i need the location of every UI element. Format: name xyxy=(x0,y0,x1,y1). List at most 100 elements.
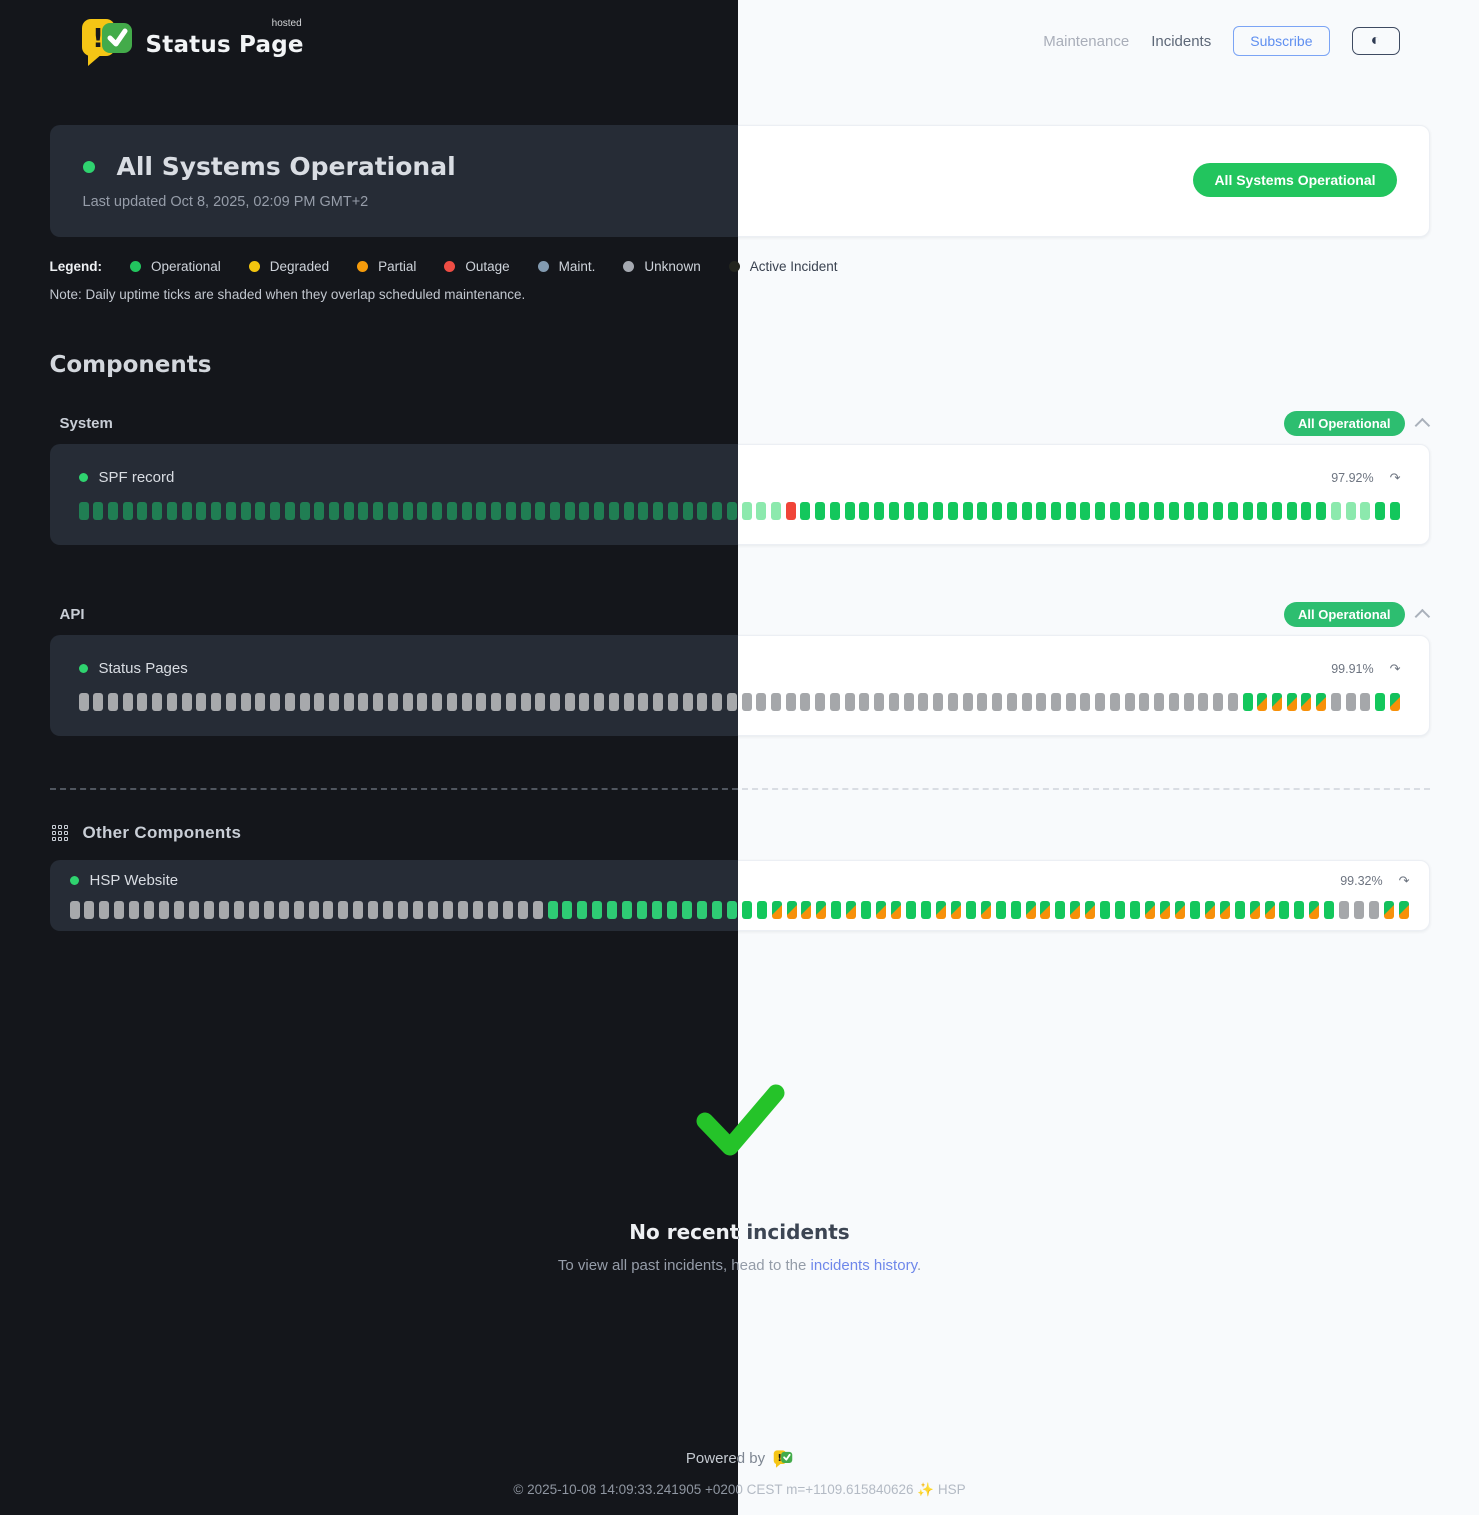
theme-toggle-button[interactable]: ◐ xyxy=(1351,27,1400,55)
uptime-tick[interactable] xyxy=(398,901,409,919)
uptime-tick[interactable] xyxy=(741,901,752,919)
uptime-tick[interactable] xyxy=(442,901,453,919)
uptime-tick[interactable] xyxy=(284,502,295,520)
uptime-tick[interactable] xyxy=(829,502,840,520)
uptime-tick[interactable] xyxy=(1301,502,1312,520)
uptime-tick[interactable] xyxy=(69,901,80,919)
uptime-tick[interactable] xyxy=(93,693,104,711)
uptime-tick[interactable] xyxy=(888,502,899,520)
uptime-tick[interactable] xyxy=(1286,693,1297,711)
incidents-history-link[interactable]: incidents history xyxy=(810,1257,917,1274)
uptime-tick[interactable] xyxy=(1065,693,1076,711)
uptime-tick[interactable] xyxy=(667,693,678,711)
uptime-tick[interactable] xyxy=(263,901,274,919)
uptime-tick[interactable] xyxy=(1095,502,1106,520)
uptime-tick[interactable] xyxy=(637,901,648,919)
uptime-tick[interactable] xyxy=(682,502,693,520)
uptime-tick[interactable] xyxy=(107,502,118,520)
uptime-tick[interactable] xyxy=(992,502,1003,520)
uptime-tick[interactable] xyxy=(874,693,885,711)
uptime-tick[interactable] xyxy=(1183,693,1194,711)
uptime-tick[interactable] xyxy=(1316,693,1327,711)
uptime-tick[interactable] xyxy=(861,901,872,919)
uptime-tick[interactable] xyxy=(859,693,870,711)
uptime-tick[interactable] xyxy=(1227,502,1238,520)
uptime-tick[interactable] xyxy=(299,693,310,711)
uptime-tick[interactable] xyxy=(906,901,916,919)
uptime-tick[interactable] xyxy=(240,502,251,520)
uptime-tick[interactable] xyxy=(1242,502,1253,520)
uptime-tick[interactable] xyxy=(1339,901,1350,919)
uptime-tick[interactable] xyxy=(491,502,502,520)
uptime-tick[interactable] xyxy=(293,901,304,919)
uptime-tick[interactable] xyxy=(1301,693,1312,711)
uptime-tick[interactable] xyxy=(255,502,266,520)
uptime-tick[interactable] xyxy=(697,693,708,711)
uptime-tick[interactable] xyxy=(1036,502,1047,520)
uptime-tick[interactable] xyxy=(520,502,531,520)
uptime-tick[interactable] xyxy=(1085,901,1096,919)
uptime-tick[interactable] xyxy=(638,502,649,520)
uptime-tick[interactable] xyxy=(1115,901,1126,919)
uptime-tick[interactable] xyxy=(681,901,692,919)
uptime-tick[interactable] xyxy=(608,693,619,711)
uptime-tick[interactable] xyxy=(831,901,842,919)
uptime-tick[interactable] xyxy=(947,693,958,711)
uptime-tick[interactable] xyxy=(174,901,185,919)
uptime-tick[interactable] xyxy=(965,901,976,919)
uptime-tick[interactable] xyxy=(78,693,89,711)
uptime-tick[interactable] xyxy=(550,693,560,711)
uptime-tick[interactable] xyxy=(248,901,259,919)
uptime-tick[interactable] xyxy=(1354,901,1365,919)
uptime-tick[interactable] xyxy=(550,502,560,520)
uptime-tick[interactable] xyxy=(270,502,281,520)
uptime-tick[interactable] xyxy=(1006,693,1017,711)
uptime-tick[interactable] xyxy=(741,693,752,711)
uptime-tick[interactable] xyxy=(166,693,177,711)
uptime-tick[interactable] xyxy=(99,901,110,919)
uptime-tick[interactable] xyxy=(1159,901,1170,919)
uptime-tick[interactable] xyxy=(1198,502,1209,520)
uptime-tick[interactable] xyxy=(667,502,678,520)
uptime-tick[interactable] xyxy=(1080,693,1091,711)
uptime-tick[interactable] xyxy=(785,693,796,711)
uptime-tick[interactable] xyxy=(726,693,737,711)
uptime-tick[interactable] xyxy=(1168,502,1179,520)
uptime-tick[interactable] xyxy=(815,693,826,711)
uptime-tick[interactable] xyxy=(144,901,155,919)
uptime-tick[interactable] xyxy=(181,693,192,711)
uptime-tick[interactable] xyxy=(726,502,737,520)
uptime-tick[interactable] xyxy=(1036,693,1047,711)
uptime-tick[interactable] xyxy=(402,693,413,711)
uptime-tick[interactable] xyxy=(562,901,573,919)
uptime-tick[interactable] xyxy=(535,693,546,711)
uptime-tick[interactable] xyxy=(1271,693,1282,711)
uptime-tick[interactable] xyxy=(1050,693,1061,711)
uptime-tick[interactable] xyxy=(432,693,443,711)
uptime-tick[interactable] xyxy=(623,693,634,711)
uptime-tick[interactable] xyxy=(78,502,89,520)
uptime-tick[interactable] xyxy=(1139,693,1150,711)
uptime-tick[interactable] xyxy=(1065,502,1076,520)
uptime-tick[interactable] xyxy=(1010,901,1021,919)
uptime-tick[interactable] xyxy=(1345,502,1356,520)
refresh-icon[interactable]: ↷ xyxy=(1389,661,1401,676)
uptime-tick[interactable] xyxy=(1330,693,1341,711)
uptime-tick[interactable] xyxy=(373,693,384,711)
uptime-tick[interactable] xyxy=(446,502,457,520)
uptime-tick[interactable] xyxy=(211,693,222,711)
uptime-tick[interactable] xyxy=(487,901,498,919)
subscribe-button[interactable]: Subscribe xyxy=(1233,26,1330,56)
uptime-tick[interactable] xyxy=(461,693,472,711)
uptime-tick[interactable] xyxy=(1174,901,1185,919)
uptime-tick[interactable] xyxy=(785,502,796,520)
uptime-tick[interactable] xyxy=(1294,901,1305,919)
uptime-tick[interactable] xyxy=(918,693,929,711)
uptime-tick[interactable] xyxy=(1324,901,1335,919)
uptime-tick[interactable] xyxy=(1100,901,1111,919)
uptime-tick[interactable] xyxy=(592,901,603,919)
uptime-tick[interactable] xyxy=(255,693,266,711)
uptime-tick[interactable] xyxy=(962,502,973,520)
uptime-tick[interactable] xyxy=(1168,693,1179,711)
uptime-tick[interactable] xyxy=(270,693,281,711)
